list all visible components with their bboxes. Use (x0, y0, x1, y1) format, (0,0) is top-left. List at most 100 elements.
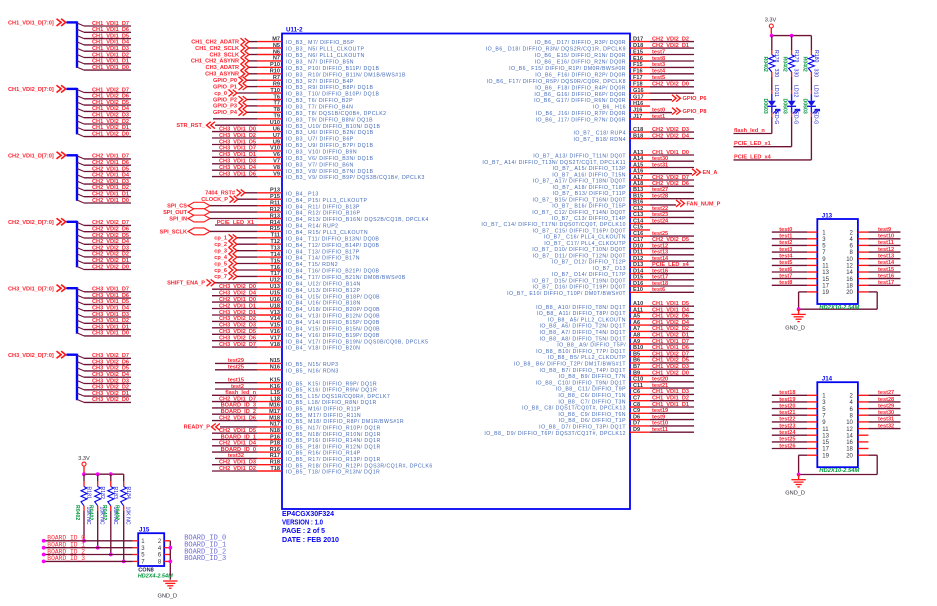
svg-text:IO_B6_ D18/ DIFFIO_R3N/ DQS2R: IO_B6_ D18/ DIFFIO_R3N/ DQS2R/CQ1R, DPCL… (486, 47, 626, 53)
svg-text:CH3_VDI2_D3: CH3_VDI2_D3 (92, 378, 129, 384)
svg-text:D9: D9 (633, 427, 640, 433)
svg-text:CH1_VDI2_D2: CH1_VDI2_D2 (652, 326, 689, 332)
svg-text:12: 12 (846, 264, 853, 270)
svg-text:R180: R180 (813, 50, 819, 63)
svg-text:330: 330 (812, 69, 818, 78)
svg-text:IO_B5_ N17/ DIFFIO_R10P/ DQ1R: IO_B5_ N17/ DIFFIO_R10P/ DQ1R (286, 426, 381, 432)
svg-text:10K NC: 10K NC (125, 507, 131, 525)
svg-text:PCIE_LED_x4: PCIE_LED_x4 (652, 262, 690, 268)
svg-text:M18: M18 (269, 415, 280, 421)
svg-text:C16: C16 (633, 231, 643, 237)
svg-text:CH2_VDI2_D3: CH2_VDI2_D3 (92, 245, 129, 251)
svg-text:1: 1 (822, 394, 826, 400)
svg-text:D7: D7 (633, 421, 640, 427)
svg-text:D10: D10 (633, 243, 643, 249)
svg-text:IO_B5_ M18/ DIFFIO_R8P/ DM1R/: IO_B5_ M18/ DIFFIO_R8P/ DM1R/BWS#1R (286, 419, 404, 425)
svg-text:CH3_VDI2_D6: CH3_VDI2_D6 (219, 336, 256, 342)
svg-text:IO_B8_ A7/ DIFFIO_T4N/ DQ1T: IO_B8_ A7/ DIFFIO_T4N/ DQ1T (539, 330, 626, 336)
svg-text:GPIO_P2: GPIO_P2 (213, 97, 237, 103)
svg-text:CH3_VDI1_D5: CH3_VDI1_D5 (92, 299, 129, 305)
svg-text:CH3_VDI2_D4: CH3_VDI2_D4 (219, 291, 257, 297)
svg-text:IO_B4_ V16/ DIFFIO_B19P/ DQ0B: IO_B4_ V16/ DIFFIO_B19P/ DQ0B (286, 333, 380, 339)
svg-text:IO_B7_ C16/ PLL4_CLKOUTN: IO_B7_ C16/ PLL4_CLKOUTN (544, 235, 626, 241)
svg-text:test1: test1 (779, 234, 792, 240)
svg-text:CH3_ASYNR: CH3_ASYNR (205, 72, 239, 78)
svg-text:CH3_VDI2_D5: CH3_VDI2_D5 (219, 329, 256, 335)
svg-text:test30: test30 (652, 156, 668, 162)
svg-text:N7: N7 (273, 56, 280, 62)
svg-text:U11-2: U11-2 (286, 27, 303, 34)
svg-text:IO_B7_ A15/ DIFFIO_T13P: IO_B7_ A15/ DIFFIO_T13P (553, 166, 627, 172)
svg-text:IO_B3_ T6/ DIFFIO_B2P: IO_B3_ T6/ DIFFIO_B2P (286, 98, 353, 104)
svg-text:test29: test29 (228, 358, 244, 364)
svg-text:CH3_VDI1_D[7:0]: CH3_VDI1_D[7:0] (8, 286, 54, 292)
svg-text:CH2_VDI2_D[7:0]: CH2_VDI2_D[7:0] (8, 220, 54, 226)
svg-text:A5: A5 (633, 314, 640, 320)
svg-text:flash_led_n: flash_led_n (734, 128, 765, 134)
svg-text:IO_B7_ A17/ DIFFIO_T18N/ DQ0T: IO_B7_ A17/ DIFFIO_T18N/ DQ0T (533, 179, 627, 185)
svg-text:IO_B3_ N5/ PLL1_CLKOUTP: IO_B3_ N5/ PLL1_CLKOUTP (286, 47, 364, 53)
svg-text:PCIE_LED_x1: PCIE_LED_x1 (734, 141, 771, 147)
svg-text:P15: P15 (270, 194, 280, 200)
svg-text:A17: A17 (633, 175, 643, 181)
svg-text:CH1_VDI1_D0: CH1_VDI1_D0 (652, 150, 689, 156)
svg-text:IO_B4_ P13: IO_B4_ P13 (286, 191, 319, 197)
svg-text:V9: V9 (273, 171, 280, 177)
svg-text:J13: J13 (822, 213, 833, 220)
svg-text:V18: V18 (270, 342, 280, 348)
svg-text:13: 13 (822, 270, 829, 276)
svg-text:test21: test21 (779, 410, 795, 416)
svg-text:IO_B7_ A16/ DIFFIO_T15N: IO_B7_ A16/ DIFFIO_T15N (552, 172, 626, 178)
svg-text:SHIFT_ENA_P: SHIFT_ENA_P (167, 281, 205, 287)
svg-text:IO_B4_ R12/ DIFFIO_B16P: IO_B4_ R12/ DIFFIO_B16P (286, 211, 360, 217)
svg-text:CH3_VDI1_D2: CH3_VDI1_D2 (219, 133, 256, 139)
svg-text:test6: test6 (779, 267, 792, 273)
svg-text:test9: test9 (652, 414, 665, 420)
svg-text:CH2_VDI1_D[7:0]: CH2_VDI1_D[7:0] (8, 154, 54, 160)
svg-text:IO_B5_ T18/ DIFFIO_R13N/ DQ1R: IO_B5_ T18/ DIFFIO_R13N/ DQ1R (286, 470, 380, 476)
svg-text:IO_B3_ N6/ PLL1_CLKOUTN: IO_B3_ N6/ PLL1_CLKOUTN (286, 53, 365, 59)
svg-text:STR_RST_: STR_RST_ (176, 123, 205, 129)
svg-text:R0402: R0402 (762, 57, 768, 72)
svg-text:11: 11 (822, 264, 829, 270)
svg-text:test27: test27 (878, 390, 894, 396)
svg-text:10: 10 (846, 257, 853, 263)
svg-text:CH2_VDI2_D7: CH2_VDI2_D7 (652, 175, 689, 181)
svg-text:test25: test25 (779, 437, 795, 443)
svg-text:A10: A10 (633, 301, 643, 307)
svg-text:IO_B3_ U6/ DIFFIO_B2N/ DQ1B: IO_B3_ U6/ DIFFIO_B2N/ DQ1B (286, 130, 374, 136)
svg-text:IO_B4_ R14/ RUP2: IO_B4_ R14/ RUP2 (286, 224, 338, 230)
svg-text:CH3_VDI2_D0: CH3_VDI2_D0 (219, 284, 256, 290)
svg-text:R0402: R0402 (782, 57, 788, 72)
svg-text:R16: R16 (270, 447, 280, 453)
svg-text:test28: test28 (652, 194, 668, 200)
svg-text:IO_B5_ R17/ DIFFIO_R13P/ DQ1R: IO_B5_ R17/ DIFFIO_R13P/ DQ1R (286, 457, 381, 463)
svg-text:IO_B4_ R15/ PLL3_CLKOUTN: IO_B4_ R15/ PLL3_CLKOUTN (286, 230, 368, 236)
svg-text:CH1_VDI1_D1: CH1_VDI1_D1 (92, 59, 129, 65)
svg-text:F18: F18 (633, 82, 643, 88)
svg-text:IO_B7_ D11/ DIFFIO_T12N/ DQ0T: IO_B7_ D11/ DIFFIO_T12N/ DQ0T (533, 253, 627, 259)
svg-text:6: 6 (850, 407, 854, 413)
svg-text:B5: B5 (633, 351, 640, 357)
svg-text:IO_B5_ M16/ DIFFIO_R11P: IO_B5_ M16/ DIFFIO_R11P (286, 407, 361, 413)
svg-text:CH1_VDI1_D3: CH1_VDI1_D3 (92, 46, 129, 52)
svg-text:18: 18 (846, 447, 853, 453)
svg-text:test23: test23 (652, 212, 668, 218)
svg-text:CH1_VDI2_D5: CH1_VDI2_D5 (92, 100, 129, 106)
svg-text:IO_B8_ C10/ DIFFIO_T9N/ DQ1T: IO_B8_ C10/ DIFFIO_T9N/ DQ1T (536, 380, 627, 386)
svg-text:IO_B5_ P16/ DIFFIO_R14N/ DQ1R: IO_B5_ P16/ DIFFIO_R14N/ DQ1R (286, 438, 381, 444)
svg-text:LED-G: LED-G (812, 109, 818, 125)
svg-text:IO_B7_ C12/ DIFFIO_T14N/ DQ0T: IO_B7_ C12/ DIFFIO_T14N/ DQ0T (532, 210, 626, 216)
svg-text:IO_B4_ T15/ RDN2: IO_B4_ T15/ RDN2 (286, 262, 338, 268)
svg-text:test1: test1 (652, 114, 665, 120)
svg-text:L15: L15 (270, 390, 280, 396)
svg-text:BOARD_ID_0: BOARD_ID_0 (184, 535, 226, 543)
svg-text:BOARD_ID_2: BOARD_ID_2 (184, 548, 226, 556)
svg-text:T10: T10 (270, 88, 280, 94)
svg-text:V15: V15 (270, 323, 280, 329)
svg-text:CH2_VDI2_D7: CH2_VDI2_D7 (92, 220, 129, 226)
svg-text:IO_B6_ D17/ DIFFIO_R3P/ DQ0R: IO_B6_ D17/ DIFFIO_R3P/ DQ0R (535, 40, 626, 46)
svg-text:T17: T17 (270, 271, 280, 277)
svg-text:test2: test2 (779, 240, 792, 246)
svg-text:test11: test11 (652, 427, 668, 433)
